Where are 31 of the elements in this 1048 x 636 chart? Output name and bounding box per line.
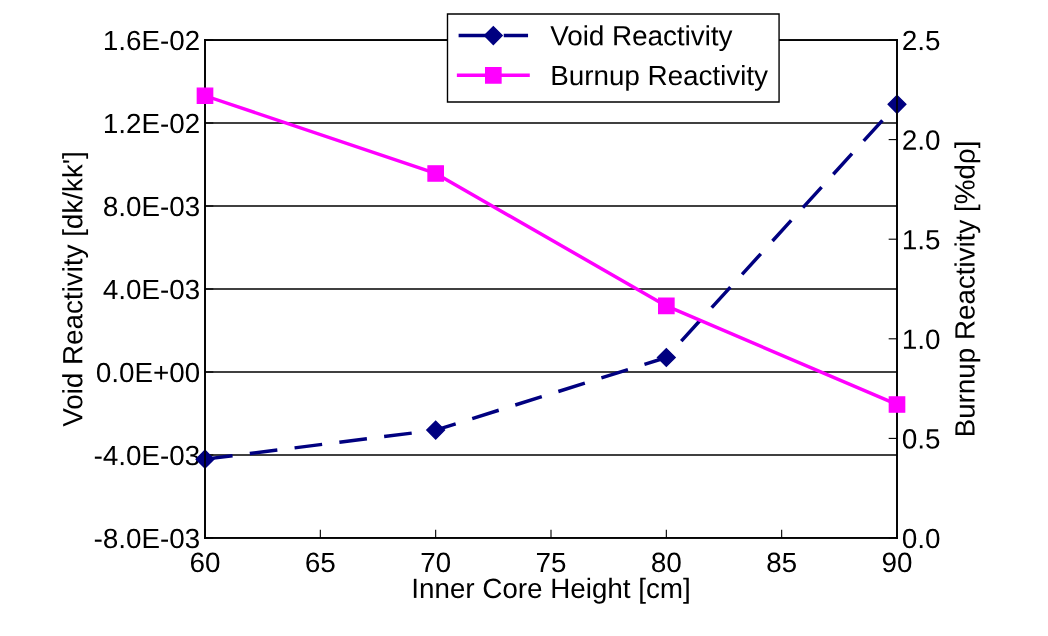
legend-label: Void Reactivity <box>550 25 733 52</box>
point <box>656 347 676 368</box>
y-tick-label: 1.6E-02 <box>104 30 199 51</box>
y2-tick-label: 0.0 <box>902 528 940 549</box>
y2-tick-label: 2.0 <box>903 130 940 150</box>
y-axis-title: Void Reactivity [dk/kk'] <box>62 153 89 427</box>
x-tick-label: 65 <box>306 552 335 573</box>
x-tick-label: 75 <box>536 552 566 573</box>
y-tick-label: 1.2E-02 <box>104 113 199 134</box>
x-tick-label: 60 <box>190 552 220 573</box>
y2-tick-label: 0.5 <box>902 429 940 449</box>
point <box>196 87 214 105</box>
y2-tick-label: 1.5 <box>903 230 940 250</box>
y2-tick-label: 1.0 <box>903 329 940 350</box>
x-tick-label: 70 <box>421 552 451 573</box>
y-tick-label: -4.0E-03 <box>94 445 199 466</box>
y-tick-label: 0.0E+00 <box>96 362 200 383</box>
point <box>657 297 675 315</box>
y-tick-label: 8.0E-03 <box>104 196 199 217</box>
x-tick-label: 85 <box>767 552 796 573</box>
y2-axis-title: Burnup Reactivity [%dρ] <box>954 142 981 436</box>
legend-label: Burnup Reactivity <box>552 64 768 91</box>
x-axis-title: Inner Core Height [cm] <box>413 577 689 604</box>
y-tick-label: 4.0E-03 <box>103 279 199 300</box>
y-tick-label: -8.0E-03 <box>94 528 199 549</box>
y2-tick-label: 2.5 <box>903 30 940 51</box>
x-tick-label: 80 <box>652 552 681 573</box>
point <box>427 165 445 182</box>
x-tick-label: 90 <box>882 552 912 573</box>
point <box>426 420 446 440</box>
point <box>888 396 906 413</box>
